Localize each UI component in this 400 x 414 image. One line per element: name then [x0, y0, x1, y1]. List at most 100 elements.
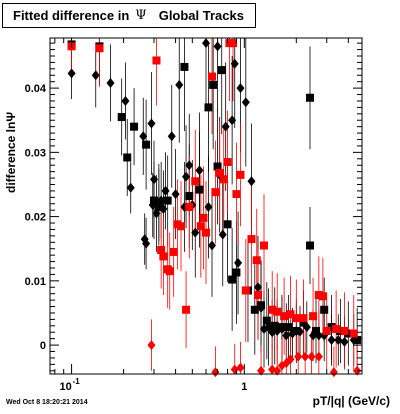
y-tick-label: 0.01	[25, 276, 46, 288]
data-point-square	[152, 56, 161, 65]
x-tick-label: 10	[59, 381, 71, 393]
data-point-square	[270, 321, 279, 330]
data-point-diamond	[147, 118, 156, 129]
data-point-diamond	[329, 367, 338, 378]
data-point-square	[159, 252, 168, 261]
data-point-diamond	[254, 282, 262, 293]
data-point-square	[299, 314, 308, 323]
data-point-diamond	[147, 340, 156, 351]
data-point-square	[250, 305, 259, 314]
data-point-diamond	[307, 351, 316, 362]
x-tick-label-exponent: -1	[73, 377, 81, 386]
data-point-square	[268, 305, 277, 314]
data-point-square	[191, 177, 200, 186]
data-point-square	[349, 329, 358, 338]
data-point-square	[213, 162, 222, 171]
data-point-diamond	[91, 70, 100, 81]
y-tick-label: 0.03	[25, 147, 46, 159]
data-point-diamond	[167, 131, 176, 142]
data-point-square	[292, 326, 301, 335]
y-tick-label: 0.04	[25, 83, 47, 95]
data-point-diamond	[236, 83, 245, 94]
data-point-diamond	[171, 189, 180, 200]
data-point-square	[163, 196, 172, 205]
data-point-square	[208, 72, 217, 81]
data-point-square	[277, 323, 286, 332]
data-point-square	[314, 290, 323, 299]
data-point-diamond	[301, 351, 310, 362]
data-point-square	[318, 292, 327, 301]
x-tick-label: 1	[241, 381, 247, 393]
data-point-diamond	[213, 41, 222, 52]
data-point-square	[165, 267, 174, 276]
data-point-diamond	[208, 240, 217, 251]
data-markers	[67, 38, 362, 378]
data-point-diamond	[202, 38, 210, 49]
axes: 0 0.01 0.02 0.03 0.04 10 -1 1	[25, 38, 362, 393]
data-point-diamond	[282, 330, 291, 341]
data-point-square	[182, 305, 191, 314]
data-point-diamond	[139, 131, 148, 142]
data-point-square	[284, 323, 293, 332]
data-point-diamond	[195, 165, 204, 176]
data-point-square	[254, 290, 262, 299]
data-point-diamond	[314, 351, 323, 362]
data-point-square	[209, 80, 218, 89]
data-point-diamond	[121, 95, 130, 106]
data-point-diamond	[327, 334, 336, 345]
data-point-diamond	[185, 160, 194, 171]
data-point-square	[306, 93, 314, 102]
data-point-square	[336, 326, 345, 335]
data-point-square	[215, 168, 224, 177]
data-point-square	[95, 44, 104, 53]
y-tick-label: 0	[40, 340, 46, 352]
data-point-square	[199, 213, 208, 222]
data-point-diamond	[175, 79, 184, 90]
x-axis-title: pT/|q| (GeV/c)	[312, 394, 390, 408]
data-point-square	[260, 241, 269, 250]
data-point-square	[142, 140, 151, 149]
data-point-square	[154, 202, 163, 211]
data-point-diamond	[230, 58, 239, 69]
data-point-square	[223, 220, 232, 229]
data-point-diamond	[294, 351, 303, 362]
data-point-square	[273, 307, 282, 316]
data-point-diamond	[230, 364, 239, 375]
data-point-square	[292, 314, 301, 323]
data-point-diamond	[182, 171, 191, 182]
chart-title: Fitted difference in Ψ Global Tracks	[2, 3, 256, 28]
data-point-square	[219, 175, 228, 184]
y-tick-label: 0.02	[25, 212, 46, 224]
data-point-diamond	[67, 68, 76, 79]
data-point-square	[327, 323, 336, 332]
data-point-square	[217, 66, 226, 75]
data-point-square	[229, 39, 238, 48]
data-point-square	[232, 190, 241, 199]
data-point-square	[123, 153, 132, 162]
data-point-square	[306, 241, 314, 250]
data-point-square	[312, 326, 321, 335]
data-point-square	[202, 228, 210, 237]
data-point-square	[232, 268, 241, 277]
data-point-diamond	[150, 174, 158, 185]
data-point-diamond	[142, 238, 151, 249]
data-point-square	[195, 185, 204, 194]
data-point-diamond	[161, 185, 170, 196]
data-point-square	[228, 275, 237, 284]
data-point-diamond	[228, 115, 237, 126]
data-point-square	[150, 196, 158, 205]
data-point-diamond	[204, 201, 213, 212]
data-point-diamond	[218, 229, 227, 240]
y-axis-title-symbol: Ψ	[4, 111, 18, 122]
data-point-square	[185, 192, 194, 201]
data-point-diamond	[106, 77, 115, 88]
data-point-square	[257, 301, 266, 310]
data-point-square	[177, 222, 186, 231]
data-point-square	[309, 312, 318, 321]
data-point-diamond	[126, 182, 135, 193]
data-point-square	[322, 326, 331, 335]
data-point-square	[157, 246, 166, 255]
data-point-square	[204, 103, 213, 112]
data-point-square	[280, 312, 289, 321]
